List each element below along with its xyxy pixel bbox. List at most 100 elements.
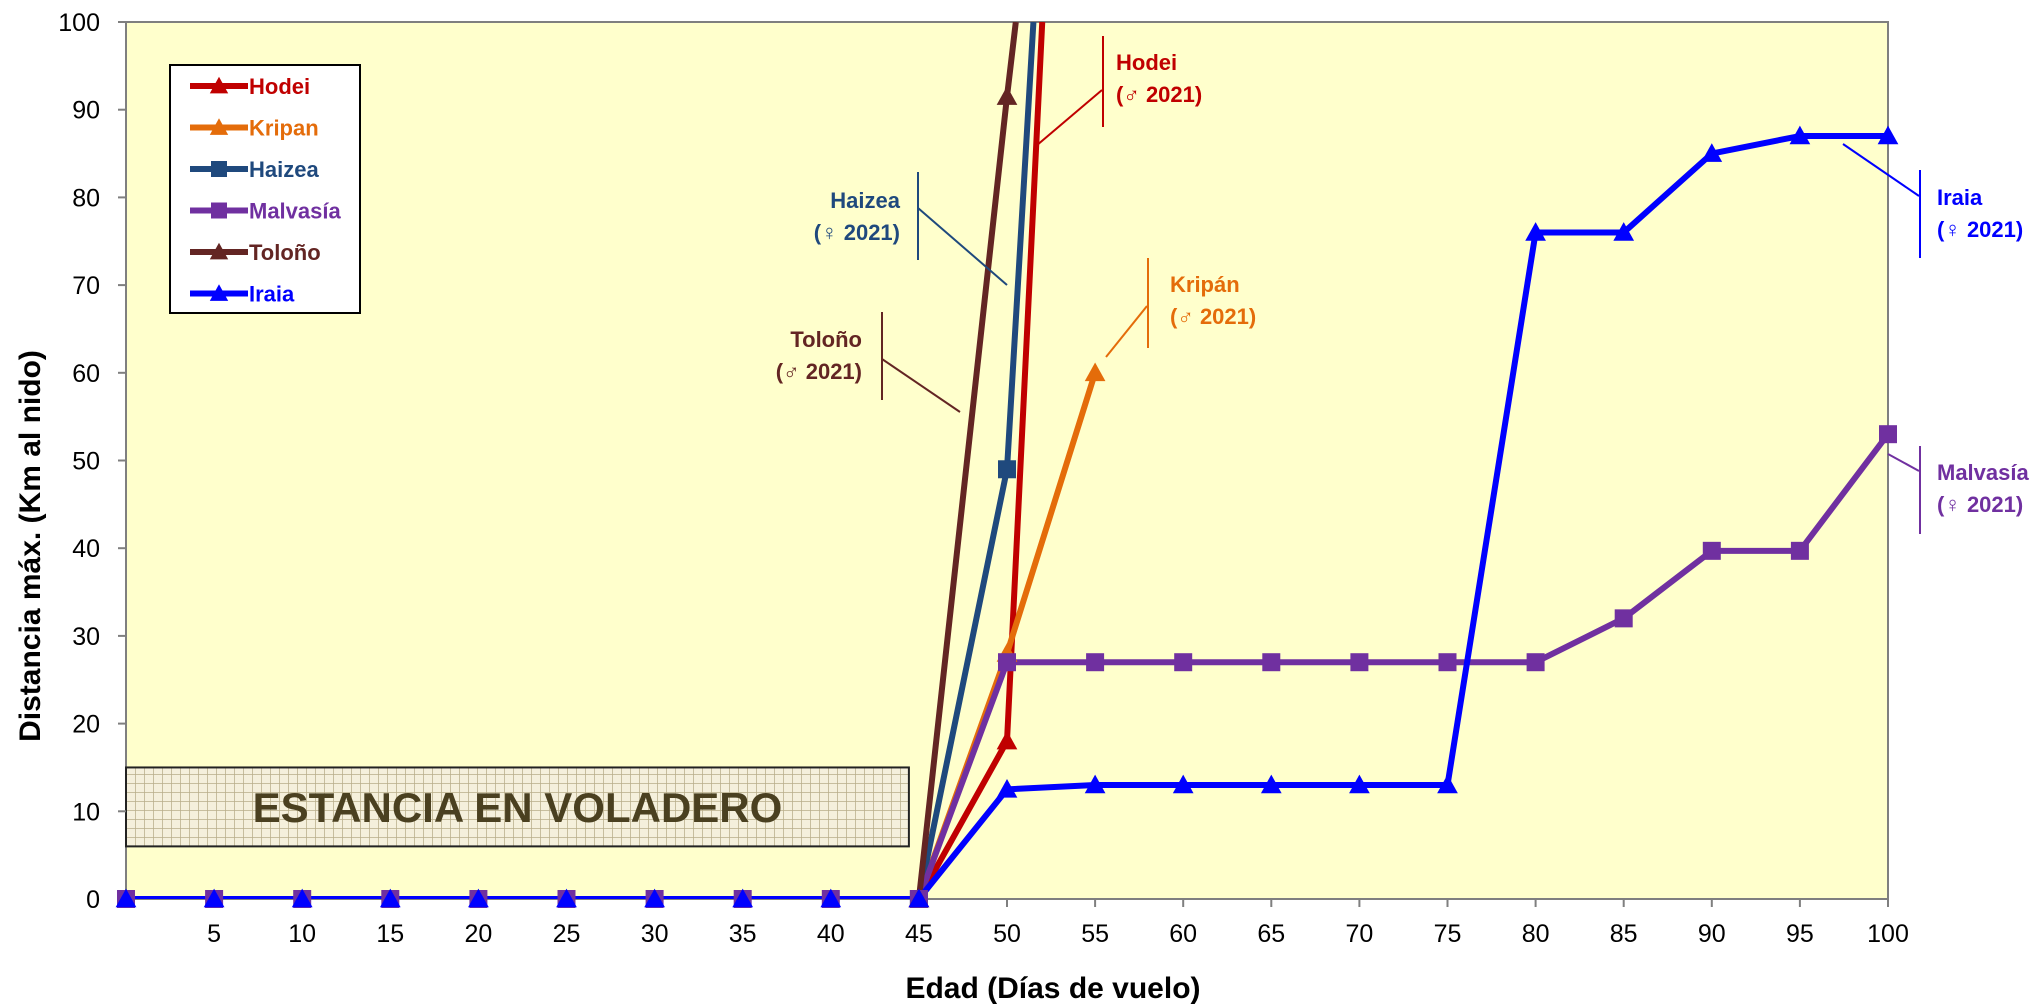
y-tick-label: 50 <box>72 448 100 476</box>
x-tick-label: 100 <box>1867 920 1909 948</box>
data-point-iraia <box>1084 774 1106 794</box>
callout-leader-malvasia <box>1887 453 1920 472</box>
callout-detail-malvasia: (♀ 2021) <box>1937 492 2023 517</box>
x-tick-label: 80 <box>1522 920 1550 948</box>
data-point-malvasia <box>1879 425 1897 444</box>
x-tick-label: 20 <box>464 920 492 948</box>
data-point-iraia <box>203 888 225 908</box>
callout-leader-tolono <box>881 358 961 413</box>
y-axis: 0 10 20 30 40 50 60 70 80 90 100 <box>58 9 126 914</box>
data-point-iraia <box>1260 774 1282 794</box>
x-tick-label: 85 <box>1610 920 1638 948</box>
data-point-iraia <box>379 888 401 908</box>
annotation-layer: Hodei (♂ 2021) Haizea (♀ 2021) Kripán (♂ 2021… <box>776 36 2029 534</box>
callout-leader-kripan <box>1105 305 1148 358</box>
y-tick-label: 40 <box>72 535 100 563</box>
callout-name-hodei: Hodei <box>1116 50 1177 75</box>
x-tick-label: 95 <box>1786 920 1814 948</box>
callout-name-iraia: Iraia <box>1937 185 1983 210</box>
data-point-iraia <box>556 888 577 908</box>
voladero-region: ESTANCIA EN VOLADERO <box>125 766 910 848</box>
callout-name-tolono: Toloño <box>790 327 862 352</box>
y-tick-label: 70 <box>72 272 100 300</box>
callout-leader-hodei <box>1035 89 1103 147</box>
callout-detail-kripan: (♂ 2021) <box>1170 304 1256 329</box>
legend-marker-malvasia <box>211 202 227 219</box>
legend-marker-kripan <box>209 118 229 135</box>
legend-marker-haizea <box>211 161 227 177</box>
data-point-iraia <box>1877 125 1899 145</box>
x-tick-label: 35 <box>729 920 757 948</box>
legend-label-iraia: Iraia <box>249 282 295 307</box>
y-tick-label: 60 <box>72 360 100 388</box>
x-tick-label: 45 <box>905 920 933 948</box>
callout-detail-iraia: (♀ 2021) <box>1937 217 2023 242</box>
data-point-iraia <box>732 888 754 908</box>
y-tick-label: 30 <box>72 623 100 651</box>
legend-label-hodei: Hodei <box>249 74 310 99</box>
y-tick-label: 80 <box>72 184 100 212</box>
callout-detail-tolono: (♂ 2021) <box>776 359 862 384</box>
data-point-malvasia <box>1086 653 1105 672</box>
data-point-iraia <box>1172 774 1194 794</box>
data-point-malvasia <box>1350 653 1369 672</box>
data-point-iraia <box>468 888 489 908</box>
x-axis-title: Edad (Días de vuelo) <box>905 972 1200 1005</box>
data-point-iraia <box>1789 125 1811 145</box>
callout-name-kripan: Kripán <box>1170 272 1240 297</box>
x-tick-label: 25 <box>553 920 581 948</box>
legend-label-tolono: Toloño <box>249 240 321 265</box>
voladero-label: ESTANCIA EN VOLADERO <box>253 784 783 831</box>
y-axis-title: Distancia máx. (Km al nido) <box>14 350 47 742</box>
data-point-malvasia <box>998 653 1016 672</box>
data-point-iraia <box>291 888 313 908</box>
data-point-kripan <box>1084 362 1106 382</box>
data-point-iraia <box>115 888 137 908</box>
data-point-iraia <box>644 888 665 908</box>
callout-name-malvasia: Malvasía <box>1937 460 2029 485</box>
data-point-iraia <box>908 888 930 908</box>
y-tick-label: 90 <box>72 97 100 125</box>
callout-leader-iraia <box>1842 143 1920 197</box>
callout-leader-haizea <box>917 207 1008 286</box>
x-axis: 5 10 15 20 25 30 35 40 45 50 55 60 65 70 75 80 85 90 95 100 <box>207 899 1909 948</box>
callout-detail-haizea: (♀ 2021) <box>814 220 900 245</box>
legend-label-malvasia: Malvasía <box>249 199 341 224</box>
y-tick-label: 10 <box>72 798 100 826</box>
data-point-iraia <box>1701 143 1723 162</box>
legend-marker-iraia <box>209 284 229 301</box>
legend-label-kripan: Kripan <box>249 116 319 141</box>
x-tick-label: 50 <box>993 920 1021 948</box>
data-point-malvasia <box>1702 541 1721 560</box>
data-point-malvasia <box>1438 653 1457 672</box>
legend-label-haizea: Haizea <box>249 157 319 182</box>
data-point-iraia <box>820 888 842 908</box>
x-tick-label: 70 <box>1345 920 1373 948</box>
x-tick-label: 5 <box>207 920 221 948</box>
y-tick-label: 20 <box>72 711 100 739</box>
y-tick-label: 100 <box>58 9 100 37</box>
legend-marker-tolono <box>209 242 229 260</box>
x-tick-label: 65 <box>1257 920 1285 948</box>
callout-name-haizea: Haizea <box>830 188 900 213</box>
data-point-tolono <box>996 86 1018 105</box>
x-tick-label: 60 <box>1169 920 1197 948</box>
data-point-malvasia <box>1614 609 1633 628</box>
data-point-iraia <box>1525 222 1546 241</box>
x-tick-label: 15 <box>376 920 404 948</box>
data-point-malvasia <box>1526 653 1545 672</box>
x-tick-label: 10 <box>288 920 316 948</box>
data-point-malvasia <box>1790 541 1809 560</box>
y-tick-label: 0 <box>86 886 100 914</box>
legend-marker-hodei <box>209 76 229 94</box>
data-point-malvasia <box>1174 653 1193 672</box>
x-tick-label: 30 <box>641 920 669 948</box>
data-point-malvasia <box>1262 653 1281 672</box>
data-point-haizea <box>998 460 1016 479</box>
x-tick-label: 55 <box>1081 920 1109 948</box>
x-tick-label: 75 <box>1434 920 1462 948</box>
legend-box <box>169 64 361 314</box>
legend: Hodei Kripan Haizea Malvasía Toloño Iraia <box>169 64 361 314</box>
callout-detail-hodei: (♂ 2021) <box>1116 82 1202 107</box>
